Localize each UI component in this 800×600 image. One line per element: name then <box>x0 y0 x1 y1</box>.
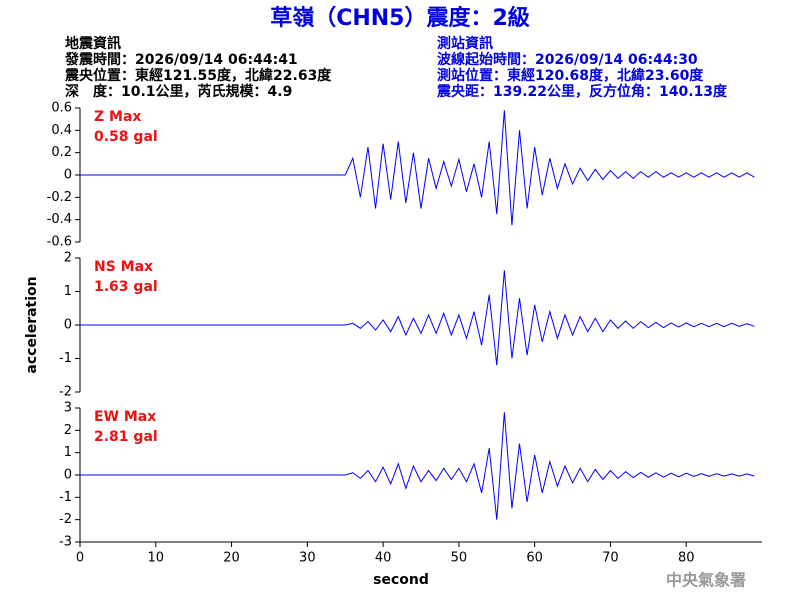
x-tick-label: 70 <box>602 551 619 566</box>
x-tick-label: 10 <box>148 551 165 566</box>
max-label: Z Max <box>94 109 141 125</box>
y-tick-label: -1 <box>59 351 72 366</box>
event-line: 發震時間：2026/09/14 06:44:41 <box>64 51 298 68</box>
y-tick-label: -2 <box>59 385 72 400</box>
x-tick-label: 80 <box>678 551 695 566</box>
waveform <box>80 110 755 226</box>
x-tick-label: 0 <box>76 551 84 566</box>
y-tick-label: 2 <box>64 251 72 266</box>
station-heading: 測站資訊 <box>437 35 493 52</box>
y-tick-label: -0.4 <box>47 212 72 227</box>
y-tick-label: 3 <box>64 401 72 416</box>
max-value: 1.63 gal <box>94 279 158 295</box>
x-tick-label: 30 <box>299 551 316 566</box>
y-tick-label: 2 <box>64 423 72 438</box>
waveform <box>80 412 755 520</box>
x-tick-label: 50 <box>451 551 468 566</box>
max-value: 2.81 gal <box>94 429 158 445</box>
y-tick-label: -3 <box>59 535 72 550</box>
footer: 中央氣象署 <box>666 571 746 590</box>
x-axis-label: second <box>373 572 429 588</box>
y-tick-label: 1 <box>64 445 72 460</box>
station-line: 震央距：139.22公里，反方位角：140.13度 <box>436 83 728 100</box>
x-tick-label: 40 <box>375 551 392 566</box>
event-heading: 地震資訊 <box>65 35 121 52</box>
y-axis-label: acceleration <box>24 276 40 373</box>
y-tick-label: 1 <box>64 284 72 299</box>
event-line: 深 度：10.1公里，芮氏規模：4.9 <box>65 83 292 100</box>
station-line: 波線起始時間：2026/09/14 06:44:30 <box>437 51 698 68</box>
event-line: 震央位置：東經121.55度，北緯22.63度 <box>64 67 332 84</box>
x-tick-label: 60 <box>526 551 543 566</box>
y-tick-label: -2 <box>59 512 72 527</box>
chart-title: 草嶺（CHN5）震度：2級 <box>270 5 530 31</box>
y-tick-label: 0 <box>64 318 72 333</box>
y-tick-label: 0 <box>64 168 72 183</box>
y-tick-label: -0.2 <box>47 190 72 205</box>
y-tick-label: -0.6 <box>47 235 72 250</box>
y-tick-label: 0.2 <box>51 145 72 160</box>
max-label: EW Max <box>94 409 156 425</box>
y-tick-label: -1 <box>59 490 72 505</box>
max-value: 0.58 gal <box>94 129 158 145</box>
y-tick-label: 0.6 <box>51 101 72 116</box>
station-line: 測站位置：東經120.68度，北緯23.60度 <box>437 67 704 84</box>
y-tick-label: 0.4 <box>51 123 72 138</box>
waveform <box>80 270 755 366</box>
y-tick-label: 0 <box>64 468 72 483</box>
max-label: NS Max <box>94 259 153 275</box>
x-tick-label: 20 <box>223 551 240 566</box>
